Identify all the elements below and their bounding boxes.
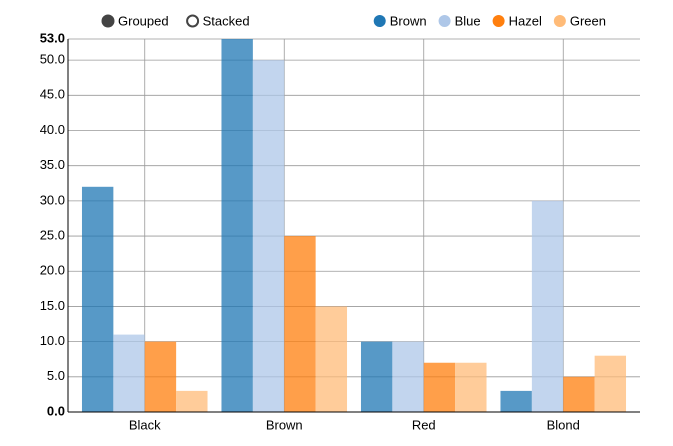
bar[interactable] xyxy=(594,355,627,412)
y-tick-label: 15.0 xyxy=(40,298,65,313)
bar[interactable] xyxy=(252,60,285,412)
bar[interactable] xyxy=(176,390,208,412)
y-tick-label: 45.0 xyxy=(40,87,65,102)
x-tick-label: Brown xyxy=(266,417,303,432)
bar[interactable] xyxy=(360,341,393,412)
bar[interactable] xyxy=(392,341,424,412)
y-tick-label: 5.0 xyxy=(47,368,65,383)
bar[interactable] xyxy=(81,186,114,412)
legend-marker[interactable] xyxy=(373,15,386,27)
y-tick-label: 10.0 xyxy=(40,333,65,348)
x-tick-label: Red xyxy=(412,417,436,432)
legend-label[interactable]: Green xyxy=(570,13,606,28)
legend-marker[interactable] xyxy=(553,15,566,27)
x-tick-label: Blond xyxy=(547,417,580,432)
bar[interactable] xyxy=(563,376,595,412)
y-tick-label: 53.0 xyxy=(40,30,65,45)
y-tick-label: 20.0 xyxy=(40,263,65,278)
control-label[interactable]: Stacked xyxy=(203,13,250,28)
legend-marker[interactable] xyxy=(492,15,505,27)
bar[interactable] xyxy=(500,390,532,412)
y-tick-label: 40.0 xyxy=(40,122,65,137)
y-tick-label: 50.0 xyxy=(40,52,65,67)
y-tick-label: 30.0 xyxy=(40,192,65,207)
x-tick-label: Black xyxy=(129,417,161,432)
legend-label[interactable]: Hazel xyxy=(509,13,542,28)
bar[interactable] xyxy=(113,334,145,412)
bar[interactable] xyxy=(315,306,348,412)
bar[interactable] xyxy=(531,200,564,412)
legend-label[interactable]: Blue xyxy=(455,13,481,28)
legend-label[interactable]: Brown xyxy=(390,13,427,28)
bar[interactable] xyxy=(423,362,456,412)
bar[interactable] xyxy=(144,341,177,412)
control-toggle[interactable] xyxy=(101,14,115,28)
y-tick-label: 25.0 xyxy=(40,227,65,242)
bar[interactable] xyxy=(221,39,253,412)
control-label[interactable]: Grouped xyxy=(118,13,169,28)
y-tick-label: 0.0 xyxy=(47,403,65,418)
control-toggle[interactable] xyxy=(186,14,200,28)
y-tick-label: 35.0 xyxy=(40,157,65,172)
bar[interactable] xyxy=(455,362,487,412)
legend-marker[interactable] xyxy=(438,15,451,27)
bar[interactable] xyxy=(284,236,316,412)
